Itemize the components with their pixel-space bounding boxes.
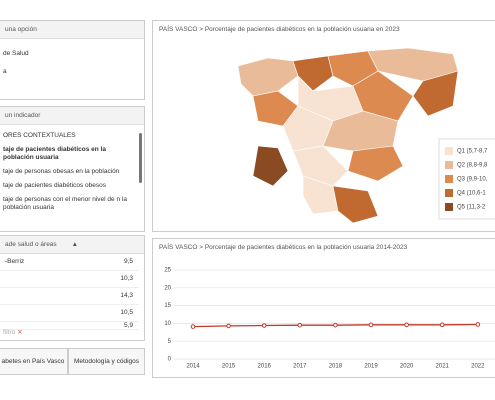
header-text: ade salud o áreas (5, 241, 57, 248)
y-tick-label: 10 (164, 321, 171, 327)
areas-table: ade salud o áreas ▲ -Berriz 9,5 10,3 14,3 … (0, 235, 145, 341)
legend-swatch (445, 147, 453, 155)
point (404, 322, 409, 328)
point (333, 322, 338, 328)
region[interactable] (237, 57, 299, 97)
x-tick-label: 2017 (293, 364, 307, 370)
region[interactable] (347, 145, 404, 182)
legend-swatch (445, 203, 453, 211)
legend-swatch (445, 161, 453, 169)
region[interactable] (302, 175, 339, 215)
option-panel: una opción de Salud a (0, 20, 145, 100)
region[interactable] (332, 185, 379, 224)
y-tick-label: 20 (164, 285, 171, 291)
y-tick-label: 25 (164, 268, 171, 274)
point (475, 322, 481, 327)
scrollbar[interactable] (139, 133, 142, 183)
y-tick-label: 0 (168, 357, 172, 363)
indicator[interactable]: taje de personas con el menor nivel de n… (3, 196, 127, 211)
area-value: 10,3 (120, 275, 133, 282)
chart-title: PAÍS VASCO > Porcentaje de pacientes dia… (153, 239, 495, 256)
x-tick-label: 2018 (329, 364, 343, 370)
button[interactable]: Metodología y códigos (68, 348, 145, 375)
table-row[interactable]: 5,9 (0, 322, 139, 330)
indicator-panel: un indicador ORES CONTEXTUALES taje de p… (0, 106, 145, 232)
point (368, 322, 374, 328)
x-tick-label: 2019 (364, 364, 378, 370)
table-row[interactable]: 10,3 (0, 271, 139, 288)
table-row[interactable]: -Berriz 9,5 (0, 254, 139, 271)
table-row[interactable]: 10,5 (0, 305, 139, 322)
option[interactable]: a (3, 68, 7, 75)
legend-swatch (445, 189, 453, 197)
point (297, 322, 303, 328)
panel-title: un indicador (0, 107, 144, 125)
x-tick-label: 2014 (186, 364, 200, 370)
point (439, 322, 445, 328)
x-tick-label: 2021 (436, 364, 450, 370)
chart: 0 5 10 15 20 25 2014 2015 2016 2017 2018 2019 2020 20… (164, 268, 495, 370)
x-tick-label: 2020 (400, 364, 414, 370)
point (261, 323, 267, 328)
region[interactable] (292, 145, 349, 187)
regions (237, 47, 459, 224)
area-value: 5,9 (123, 322, 133, 329)
panel-title: una opción (0, 21, 144, 39)
panel-title: PAÍS VASCO > Porcentaje de pacientes dia… (153, 21, 495, 38)
table-row[interactable]: 14,3 (0, 288, 139, 305)
region[interactable] (412, 70, 459, 117)
legend-label: Q4 (10,6-1 (457, 191, 486, 197)
legend-label: Q5 (11,3-2 (457, 205, 486, 211)
x-tick-label: 2015 (222, 364, 236, 370)
legend-label: Q2 (8,8-9,8 (457, 163, 488, 169)
indicator[interactable]: taje de pacientes diabéticos en la pobla… (3, 146, 106, 161)
map-panel: PAÍS VASCO > Porcentaje de pacientes dia… (152, 20, 495, 232)
y-tick-label: 5 (168, 339, 172, 345)
point (190, 324, 196, 329)
indicator-group: ORES CONTEXTUALES (3, 132, 76, 139)
area-name: -Berriz (5, 258, 25, 265)
indicator-list: ORES CONTEXTUALES taje de pacientes diab… (0, 129, 135, 215)
button[interactable]: abetes en País Vasco (0, 348, 68, 375)
legend-swatch (445, 175, 453, 183)
filter[interactable]: filtro ✕ (3, 329, 23, 336)
table-body: -Berriz 9,5 10,3 14,3 10,5 5,9 (0, 254, 139, 330)
filter-text: filtro (3, 329, 16, 336)
area-value: 9,5 (123, 258, 133, 265)
region[interactable] (252, 145, 289, 187)
area-value: 10,5 (120, 309, 133, 316)
point (226, 323, 231, 329)
region[interactable] (292, 55, 334, 92)
indicator[interactable]: taje de personas obesas en la población (3, 168, 120, 175)
map: Q1 (5,7-8,7 Q2 (8,8-9,8 Q3 (9,9-10, Q4 (10,… (237, 47, 495, 224)
indicator[interactable]: taje de pacientes diabéticos obesos (3, 182, 106, 189)
legend: Q1 (5,7-8,7 Q2 (8,8-9,8 Q3 (9,9-10, Q4 (10,… (438, 138, 495, 220)
x-tick-label: 2022 (471, 364, 485, 370)
y-tick-label: 15 (164, 303, 171, 309)
area-value: 14,3 (120, 292, 133, 299)
legend-label: Q3 (9,9-10, (457, 177, 488, 183)
option[interactable]: de Salud (3, 50, 29, 57)
region[interactable] (352, 70, 414, 122)
table-header[interactable]: ade salud o áreas ▲ (0, 236, 144, 254)
x-tick-label: 2016 (258, 364, 272, 370)
chart-panel: PAÍS VASCO > Porcentaje de pacientes dia… (152, 238, 495, 378)
legend-label: Q1 (5,7-8,7 (457, 149, 488, 155)
